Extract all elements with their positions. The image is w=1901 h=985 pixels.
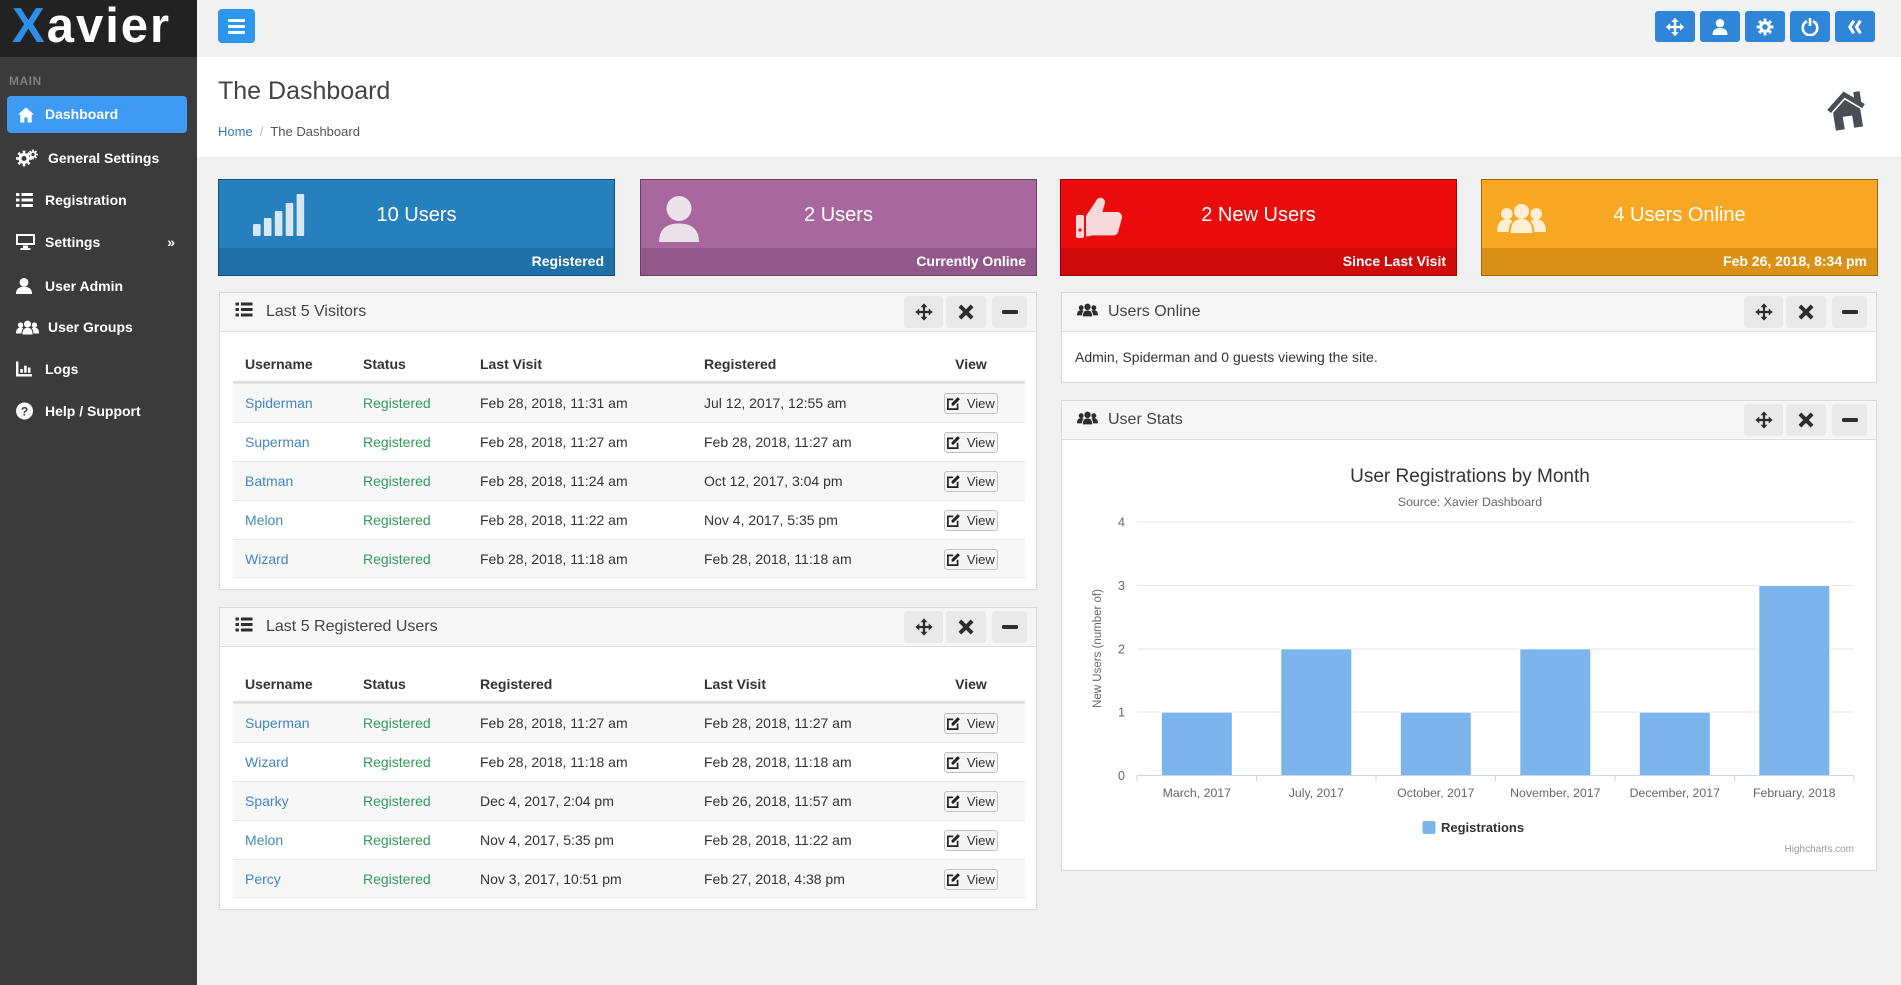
svg-text:July, 2017: July, 2017 <box>1289 786 1344 800</box>
svg-text:February, 2018: February, 2018 <box>1753 786 1836 800</box>
svg-text:1: 1 <box>1118 706 1125 720</box>
svg-text:User Registrations by Month: User Registrations by Month <box>1350 466 1590 487</box>
svg-text:New Users (number of): New Users (number of) <box>1092 589 1104 708</box>
svg-text:Registrations: Registrations <box>1441 820 1524 835</box>
svg-text:March, 2017: March, 2017 <box>1163 786 1232 800</box>
svg-text:October, 2017: October, 2017 <box>1397 786 1474 800</box>
svg-text:3: 3 <box>1118 579 1125 593</box>
svg-text:Source: Xavier Dashboard: Source: Xavier Dashboard <box>1398 495 1542 509</box>
svg-text:4: 4 <box>1118 516 1125 530</box>
svg-text:?: ? <box>21 404 28 418</box>
svg-text:December, 2017: December, 2017 <box>1630 786 1720 800</box>
svg-text:Highcharts.com: Highcharts.com <box>1785 844 1854 855</box>
svg-text:0: 0 <box>1118 769 1125 783</box>
svg-text:2: 2 <box>1118 642 1125 656</box>
svg-text:November, 2017: November, 2017 <box>1510 786 1600 800</box>
